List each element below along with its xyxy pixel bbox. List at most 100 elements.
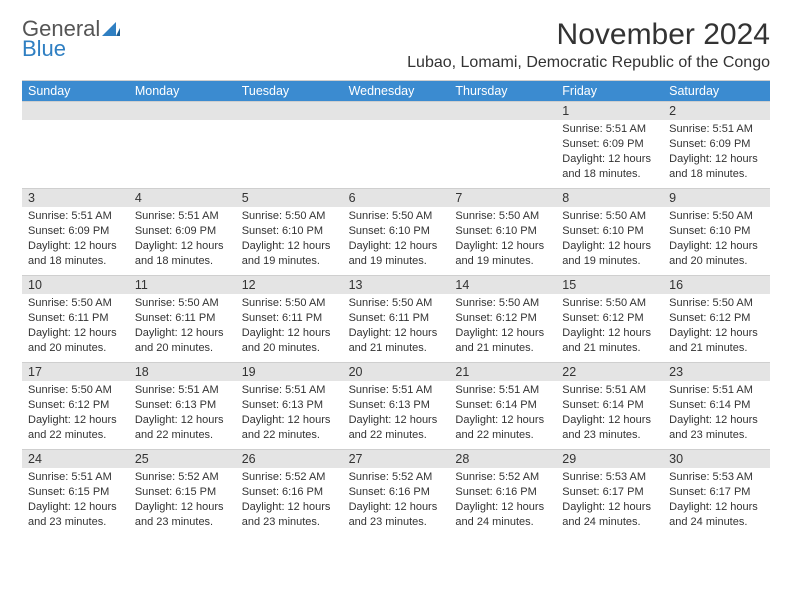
- day-line: Sunset: 6:10 PM: [669, 224, 764, 239]
- day-line: Sunrise: 5:50 AM: [562, 209, 657, 224]
- day-details: Sunrise: 5:50 AMSunset: 6:12 PMDaylight:…: [663, 294, 770, 359]
- day-details: Sunrise: 5:52 AMSunset: 6:16 PMDaylight:…: [343, 468, 450, 533]
- week-row: 3Sunrise: 5:51 AMSunset: 6:09 PMDaylight…: [22, 188, 770, 275]
- day-line: Daylight: 12 hours: [242, 239, 337, 254]
- day-number: 10: [22, 276, 129, 294]
- day-cell: 6Sunrise: 5:50 AMSunset: 6:10 PMDaylight…: [343, 189, 450, 275]
- day-line: and 23 minutes.: [135, 515, 230, 530]
- day-number: 1: [556, 102, 663, 120]
- day-line: Daylight: 12 hours: [455, 326, 550, 341]
- day-line: Sunset: 6:13 PM: [242, 398, 337, 413]
- day-line: Sunrise: 5:51 AM: [669, 383, 764, 398]
- day-line: Daylight: 12 hours: [28, 500, 123, 515]
- day-number: 12: [236, 276, 343, 294]
- day-line: Sunrise: 5:51 AM: [562, 383, 657, 398]
- day-line: Sunrise: 5:50 AM: [242, 296, 337, 311]
- day-line: Sunset: 6:17 PM: [669, 485, 764, 500]
- day-line: Sunset: 6:11 PM: [135, 311, 230, 326]
- sail-icon: [102, 18, 120, 32]
- day-line: Daylight: 12 hours: [562, 239, 657, 254]
- day-details: Sunrise: 5:51 AMSunset: 6:14 PMDaylight:…: [449, 381, 556, 446]
- day-line: Sunrise: 5:50 AM: [135, 296, 230, 311]
- day-line: Daylight: 12 hours: [135, 326, 230, 341]
- day-line: Sunset: 6:11 PM: [242, 311, 337, 326]
- day-line: Sunset: 6:12 PM: [455, 311, 550, 326]
- day-line: Sunset: 6:10 PM: [562, 224, 657, 239]
- day-line: Sunrise: 5:51 AM: [28, 209, 123, 224]
- day-cell: 29Sunrise: 5:53 AMSunset: 6:17 PMDayligh…: [556, 450, 663, 536]
- day-line: and 22 minutes.: [28, 428, 123, 443]
- day-line: Daylight: 12 hours: [562, 326, 657, 341]
- day-cell: 28Sunrise: 5:52 AMSunset: 6:16 PMDayligh…: [449, 450, 556, 536]
- day-number: 13: [343, 276, 450, 294]
- day-number: 7: [449, 189, 556, 207]
- day-details: [22, 120, 129, 126]
- day-line: Daylight: 12 hours: [562, 500, 657, 515]
- day-line: Sunrise: 5:51 AM: [455, 383, 550, 398]
- day-line: Sunset: 6:10 PM: [455, 224, 550, 239]
- day-cell: 14Sunrise: 5:50 AMSunset: 6:12 PMDayligh…: [449, 276, 556, 362]
- day-line: and 18 minutes.: [28, 254, 123, 269]
- day-cell: [129, 102, 236, 188]
- weekday-header: Saturday: [663, 81, 770, 101]
- day-details: Sunrise: 5:50 AMSunset: 6:12 PMDaylight:…: [449, 294, 556, 359]
- day-details: Sunrise: 5:50 AMSunset: 6:11 PMDaylight:…: [236, 294, 343, 359]
- day-cell: 21Sunrise: 5:51 AMSunset: 6:14 PMDayligh…: [449, 363, 556, 449]
- day-cell: 23Sunrise: 5:51 AMSunset: 6:14 PMDayligh…: [663, 363, 770, 449]
- day-cell: 11Sunrise: 5:50 AMSunset: 6:11 PMDayligh…: [129, 276, 236, 362]
- day-line: Sunrise: 5:51 AM: [135, 209, 230, 224]
- weekday-header: Thursday: [449, 81, 556, 101]
- day-number: 28: [449, 450, 556, 468]
- day-line: and 21 minutes.: [562, 341, 657, 356]
- day-cell: 25Sunrise: 5:52 AMSunset: 6:15 PMDayligh…: [129, 450, 236, 536]
- day-line: Daylight: 12 hours: [562, 152, 657, 167]
- day-line: and 23 minutes.: [562, 428, 657, 443]
- day-number: 24: [22, 450, 129, 468]
- day-cell: [343, 102, 450, 188]
- day-cell: 13Sunrise: 5:50 AMSunset: 6:11 PMDayligh…: [343, 276, 450, 362]
- day-number: 6: [343, 189, 450, 207]
- day-line: Daylight: 12 hours: [669, 239, 764, 254]
- day-line: Sunrise: 5:51 AM: [135, 383, 230, 398]
- day-line: and 23 minutes.: [242, 515, 337, 530]
- day-details: Sunrise: 5:50 AMSunset: 6:10 PMDaylight:…: [449, 207, 556, 272]
- day-line: and 23 minutes.: [349, 515, 444, 530]
- day-line: and 19 minutes.: [455, 254, 550, 269]
- day-line: and 18 minutes.: [669, 167, 764, 182]
- day-line: Daylight: 12 hours: [349, 413, 444, 428]
- day-line: Sunset: 6:12 PM: [562, 311, 657, 326]
- day-line: Daylight: 12 hours: [28, 326, 123, 341]
- day-line: Sunrise: 5:52 AM: [242, 470, 337, 485]
- day-details: [129, 120, 236, 126]
- day-line: and 20 minutes.: [135, 341, 230, 356]
- day-line: and 24 minutes.: [455, 515, 550, 530]
- day-line: Daylight: 12 hours: [135, 239, 230, 254]
- day-details: Sunrise: 5:52 AMSunset: 6:16 PMDaylight:…: [449, 468, 556, 533]
- day-cell: 7Sunrise: 5:50 AMSunset: 6:10 PMDaylight…: [449, 189, 556, 275]
- day-details: Sunrise: 5:51 AMSunset: 6:09 PMDaylight:…: [663, 120, 770, 185]
- week-row: 10Sunrise: 5:50 AMSunset: 6:11 PMDayligh…: [22, 275, 770, 362]
- day-line: Sunset: 6:13 PM: [349, 398, 444, 413]
- day-details: Sunrise: 5:51 AMSunset: 6:14 PMDaylight:…: [663, 381, 770, 446]
- day-line: Daylight: 12 hours: [349, 326, 444, 341]
- day-cell: 10Sunrise: 5:50 AMSunset: 6:11 PMDayligh…: [22, 276, 129, 362]
- day-line: Sunset: 6:09 PM: [562, 137, 657, 152]
- day-line: and 19 minutes.: [242, 254, 337, 269]
- day-line: Daylight: 12 hours: [28, 413, 123, 428]
- day-line: Daylight: 12 hours: [669, 326, 764, 341]
- day-number: 8: [556, 189, 663, 207]
- day-number: [129, 102, 236, 120]
- day-cell: 18Sunrise: 5:51 AMSunset: 6:13 PMDayligh…: [129, 363, 236, 449]
- day-details: Sunrise: 5:51 AMSunset: 6:09 PMDaylight:…: [22, 207, 129, 272]
- day-number: 18: [129, 363, 236, 381]
- day-details: Sunrise: 5:50 AMSunset: 6:12 PMDaylight:…: [556, 294, 663, 359]
- day-details: Sunrise: 5:50 AMSunset: 6:12 PMDaylight:…: [22, 381, 129, 446]
- day-number: [343, 102, 450, 120]
- day-number: [22, 102, 129, 120]
- day-cell: 24Sunrise: 5:51 AMSunset: 6:15 PMDayligh…: [22, 450, 129, 536]
- day-line: and 24 minutes.: [669, 515, 764, 530]
- day-details: Sunrise: 5:50 AMSunset: 6:11 PMDaylight:…: [129, 294, 236, 359]
- day-line: Sunset: 6:10 PM: [242, 224, 337, 239]
- day-line: and 20 minutes.: [28, 341, 123, 356]
- day-cell: 26Sunrise: 5:52 AMSunset: 6:16 PMDayligh…: [236, 450, 343, 536]
